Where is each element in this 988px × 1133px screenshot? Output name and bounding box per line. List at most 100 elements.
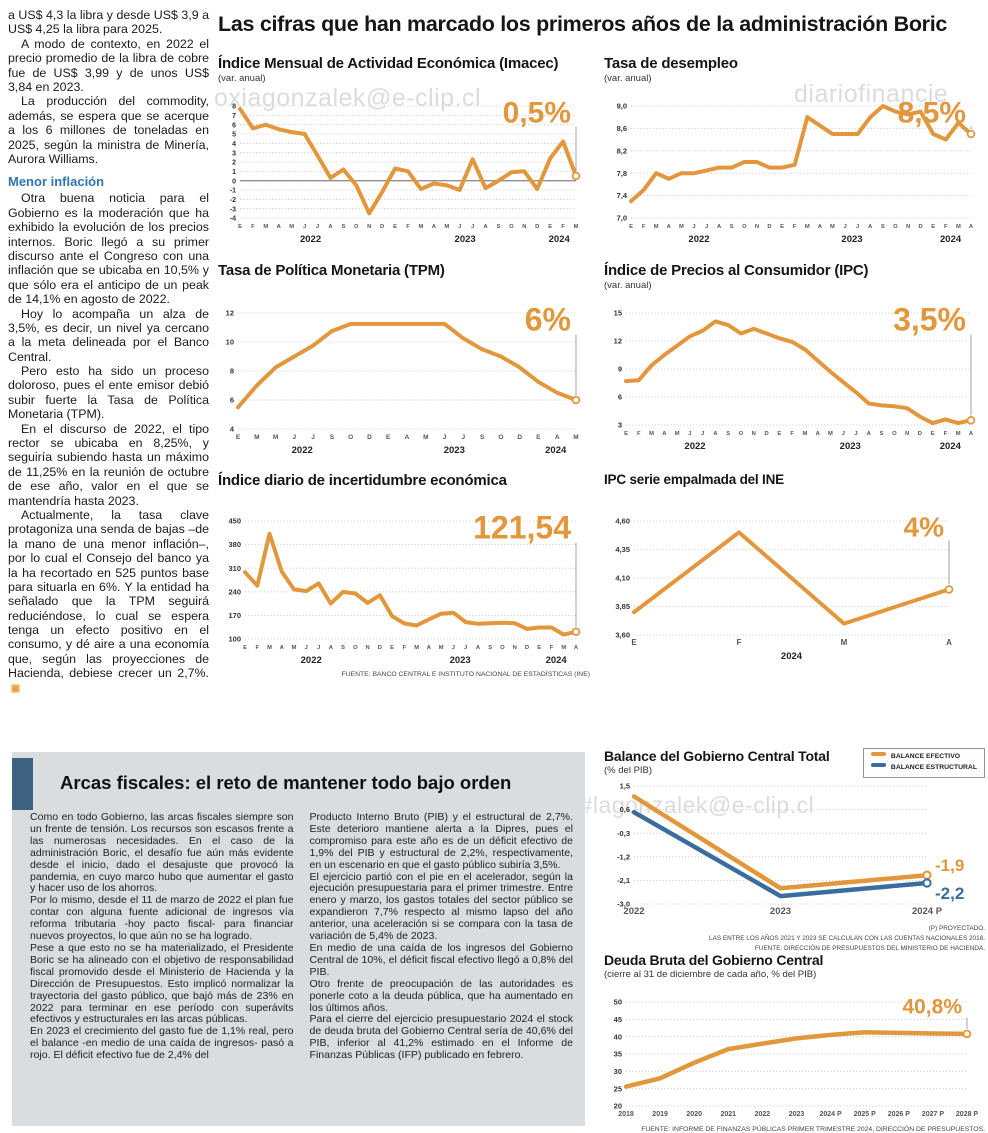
svg-text:J: J xyxy=(316,224,319,230)
ipc-chart-block: Índice de Precios al Consumidor (IPC) (v… xyxy=(604,262,985,456)
svg-text:2023: 2023 xyxy=(841,234,862,244)
svg-text:N: N xyxy=(906,224,910,230)
svg-text:F: F xyxy=(637,431,641,437)
svg-text:O: O xyxy=(353,645,358,651)
svg-text:40,8%: 40,8% xyxy=(902,996,962,1019)
svg-text:S: S xyxy=(726,431,730,437)
svg-text:M: M xyxy=(561,645,566,651)
svg-text:450: 450 xyxy=(228,517,241,526)
svg-text:A: A xyxy=(476,645,481,651)
svg-text:M: M xyxy=(654,224,659,230)
svg-text:2022: 2022 xyxy=(301,655,322,665)
svg-text:7,8: 7,8 xyxy=(617,169,627,178)
svg-text:A: A xyxy=(280,645,285,651)
svg-text:J: J xyxy=(464,645,467,651)
article-paragraph: a US$ 4,3 la libra y desde US$ 3,9 a US$… xyxy=(8,8,209,37)
svg-text:4: 4 xyxy=(232,141,236,148)
svg-text:2021: 2021 xyxy=(721,1111,737,1118)
box-column-1: Como en todo Gobierno, las arcas fiscale… xyxy=(30,812,294,1118)
svg-text:A: A xyxy=(717,224,722,230)
svg-text:F: F xyxy=(737,638,742,647)
chart-subtitle: (var. anual) xyxy=(604,280,652,291)
chart-title: Deuda Bruta del Gobierno Central xyxy=(604,952,824,968)
svg-text:2020: 2020 xyxy=(686,1111,702,1118)
svg-text:E: E xyxy=(537,645,541,651)
svg-text:F: F xyxy=(403,645,407,651)
svg-text:E: E xyxy=(548,224,552,230)
svg-text:J: J xyxy=(701,431,704,437)
svg-text:M: M xyxy=(289,224,294,230)
article-paragraph: Otra buena noticia para el Gobierno es l… xyxy=(8,191,209,307)
svg-text:M: M xyxy=(263,224,268,230)
svg-text:4: 4 xyxy=(230,425,235,434)
svg-text:6: 6 xyxy=(232,122,236,129)
svg-text:A: A xyxy=(969,224,974,230)
svg-text:S: S xyxy=(341,224,345,230)
svg-text:20: 20 xyxy=(614,1102,622,1111)
svg-text:E: E xyxy=(243,645,247,651)
svg-text:N: N xyxy=(755,224,759,230)
box-paragraph: Por lo mismo, desde el 11 de marzo de 20… xyxy=(30,894,294,943)
svg-text:M: M xyxy=(292,645,297,651)
svg-text:E: E xyxy=(236,434,241,441)
article-paragraph: La producción del commodity, además, se … xyxy=(8,94,209,166)
svg-text:E: E xyxy=(931,431,935,437)
svg-text:E: E xyxy=(393,224,397,230)
svg-text:2022: 2022 xyxy=(300,234,321,244)
svg-text:8: 8 xyxy=(230,367,234,376)
svg-text:2023: 2023 xyxy=(840,441,861,451)
svg-text:2023: 2023 xyxy=(455,234,476,244)
svg-text:J: J xyxy=(462,434,466,441)
ipc-ine-chart-block: IPC serie empalmada del INE 4,60 4,35 4,10… xyxy=(604,472,985,666)
svg-text:S: S xyxy=(488,645,492,651)
svg-text:A: A xyxy=(667,224,672,230)
svg-text:2018: 2018 xyxy=(618,1111,634,1118)
svg-text:M: M xyxy=(414,645,419,651)
svg-text:F: F xyxy=(255,645,259,651)
svg-text:A: A xyxy=(816,431,821,437)
svg-text:S: S xyxy=(881,224,885,230)
article-end-marker-icon xyxy=(11,683,20,693)
svg-text:4,60: 4,60 xyxy=(615,517,630,526)
svg-text:E: E xyxy=(390,645,394,651)
svg-text:E: E xyxy=(386,434,391,441)
svg-text:4%: 4% xyxy=(904,511,945,542)
svg-text:M: M xyxy=(679,224,684,230)
svg-text:2026 P: 2026 P xyxy=(888,1111,911,1118)
fiscal-article-box: Arcas fiscales: el reto de mantener todo… xyxy=(12,752,585,1126)
svg-text:A: A xyxy=(818,224,823,230)
svg-text:M: M xyxy=(805,224,810,230)
box-paragraph: Para el cierre del ejercicio presupuesta… xyxy=(309,1013,574,1062)
svg-text:M: M xyxy=(830,224,835,230)
svg-text:15: 15 xyxy=(614,309,622,318)
svg-text:J: J xyxy=(458,224,461,230)
svg-text:10: 10 xyxy=(226,338,234,347)
svg-text:A: A xyxy=(662,431,667,437)
chart-subtitle: (var. anual) xyxy=(604,73,652,84)
svg-text:2022: 2022 xyxy=(623,906,644,917)
svg-text:J: J xyxy=(452,645,455,651)
svg-text:F: F xyxy=(406,224,410,230)
article-paragraph: A modo de contexto, en 2022 el precio pr… xyxy=(8,36,209,94)
svg-text:-1: -1 xyxy=(230,188,236,195)
svg-text:F: F xyxy=(642,224,646,230)
svg-text:240: 240 xyxy=(228,587,241,596)
chart-source: FUENTE: BANCO CENTRAL E INSTITUTO NACION… xyxy=(341,671,591,678)
svg-text:S: S xyxy=(497,224,501,230)
svg-text:50: 50 xyxy=(614,998,622,1007)
box-column-2: Producto Interno Bruto (PIB) y el estruc… xyxy=(310,812,574,1118)
svg-text:M: M xyxy=(956,224,961,230)
svg-text:E: E xyxy=(238,224,242,230)
svg-text:D: D xyxy=(517,434,522,441)
chart-source: FUENTE: INFORME DE FINANZAS PÚBLICAS PRI… xyxy=(641,1126,985,1133)
box-paragraph: Producto Interno Bruto (PIB) y el estruc… xyxy=(309,812,574,871)
svg-text:A: A xyxy=(868,224,873,230)
svg-text:A: A xyxy=(555,434,560,441)
svg-text:S: S xyxy=(880,431,884,437)
svg-text:M: M xyxy=(419,224,424,230)
box-paragraph: El ejercicio partió con el pie en el ace… xyxy=(309,870,574,943)
svg-text:-2,2: -2,2 xyxy=(935,884,964,903)
svg-text:3: 3 xyxy=(232,150,236,157)
svg-text:-2: -2 xyxy=(230,197,236,204)
